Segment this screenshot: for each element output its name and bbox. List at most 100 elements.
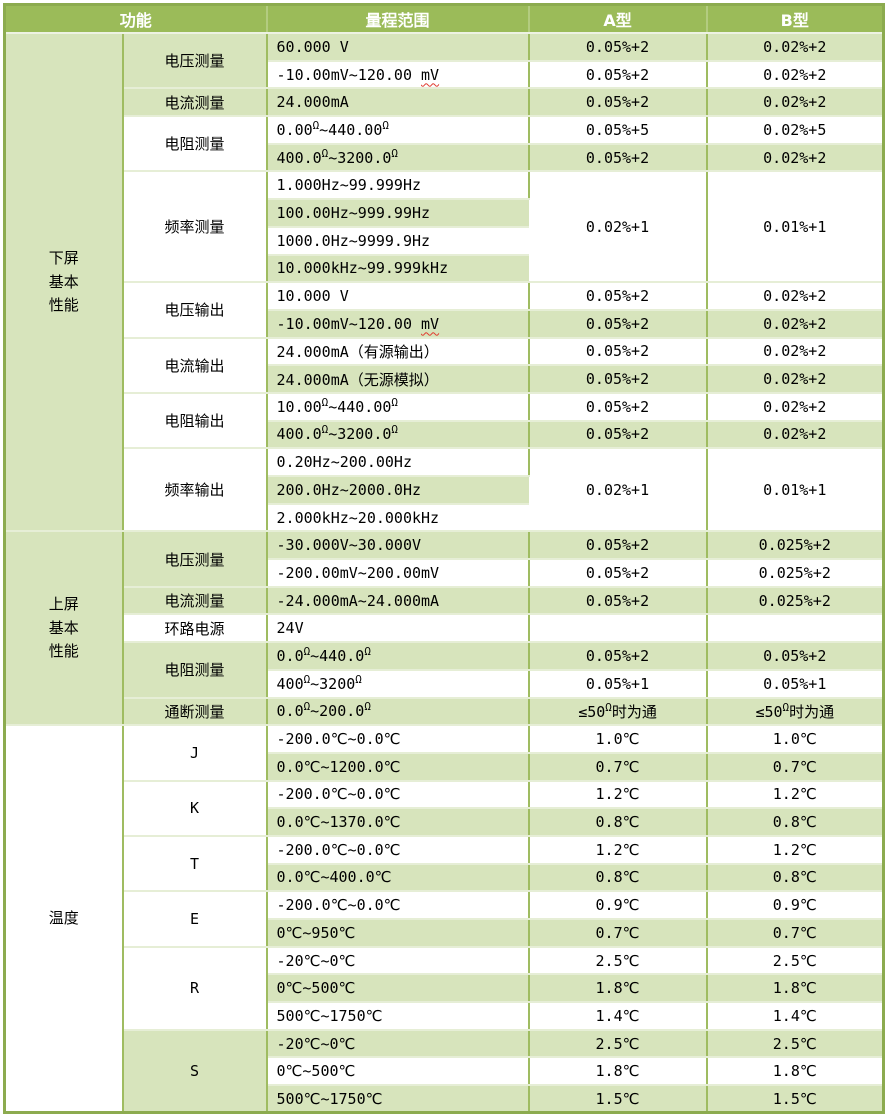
- accuracy-a-cell: 0.7℃: [528, 752, 708, 782]
- table-row: -10.00mV~120.00 mV 0.05%+2 0.02%+2: [5, 309, 884, 339]
- table-row: 0.0℃~1370.0℃ 0.8℃ 0.8℃: [5, 808, 884, 837]
- accuracy-b-cell: 0.9℃: [706, 891, 884, 920]
- accuracy-b-cell: 2.5℃: [706, 946, 884, 976]
- table-row: -200.00mV~200.00mV 0.05%+2 0.025%+2: [5, 559, 884, 588]
- spec-table: 功能 量程范围 A型 B型 下屏 基本 性能 电压测量 60.000 V 0.05%+…: [3, 3, 886, 1115]
- accuracy-b-cell: 1.2℃: [706, 780, 884, 810]
- table-row: 频率测量 1.000Hz~99.999Hz 0.02%+1 0.01%+1: [5, 171, 884, 284]
- table-row: 0℃~500℃ 1.8℃ 1.8℃: [5, 1057, 884, 1087]
- function-cell: E: [122, 891, 268, 948]
- accuracy-b-cell: 0.02%+2: [706, 392, 884, 422]
- range-cell: -200.00mV~200.00mV: [266, 559, 530, 588]
- ohm-superscript: Ω: [382, 118, 389, 132]
- spec-table-body: 下屏 基本 性能 电压测量 60.000 V 0.05%+2 0.02%+2 -10.00…: [4, 33, 884, 1114]
- table-row: 电流测量 24.000mA 0.05%+2 0.02%+2: [5, 88, 884, 118]
- accuracy-b-cell: 1.8℃: [706, 974, 884, 1004]
- accuracy-a-cell: 0.9℃: [528, 891, 708, 920]
- ohm-superscript: Ω: [321, 423, 329, 437]
- function-cell: K: [122, 780, 268, 837]
- range-cell: -10.00mV~120.00 mV: [266, 60, 530, 90]
- accuracy-a-cell: ≤50Ω时为通: [528, 697, 708, 727]
- accuracy-a-cell: 0.05%+2: [528, 282, 708, 311]
- accuracy-b-cell: 0.01%+1: [706, 448, 884, 533]
- range-cell: 0.0Ω~200.0Ω: [266, 697, 530, 727]
- range-cell: 0℃~500℃: [266, 974, 530, 1004]
- accuracy-a-cell: 1.4℃: [528, 1002, 708, 1031]
- group-cell: 上屏 基本 性能: [4, 531, 124, 727]
- table-row: 电流输出 24.000mA（有源输出） 0.05%+2 0.02%+2: [5, 337, 884, 394]
- range-cell: 60.000 V: [266, 33, 530, 62]
- function-cell: 电流测量: [122, 586, 268, 616]
- range-cell: 0℃~950℃: [266, 919, 530, 948]
- accuracy-a-cell: 0.05%+2: [528, 88, 708, 118]
- range-cell: 0.0℃~1370.0℃: [266, 808, 530, 837]
- header-col-type-a: A型: [528, 4, 708, 34]
- range-cell: 1.000Hz~99.999Hz: [266, 171, 530, 201]
- table-row: 400.0Ω~3200.0Ω 0.05%+2 0.02%+2: [5, 143, 884, 173]
- accuracy-a-cell: [528, 614, 708, 644]
- header-row: 功能 量程范围 A型 B型: [4, 4, 884, 34]
- table-row: 400Ω~3200Ω 0.05%+1 0.05%+1: [5, 669, 884, 699]
- function-cell: 通断测量: [122, 697, 268, 727]
- accuracy-b-cell: 0.02%+2: [706, 33, 884, 62]
- range-cell: 10.000 V: [266, 282, 530, 311]
- accuracy-a-cell: 1.8℃: [528, 1057, 708, 1087]
- range-cell: 1000.0Hz~9999.9Hz: [266, 226, 529, 256]
- ohm-superscript: Ω: [303, 700, 311, 714]
- range-cell: 500℃~1750℃: [266, 1085, 530, 1114]
- table-row: 500℃~1750℃ 1.5℃ 1.5℃: [5, 1085, 884, 1114]
- range-cell: -200.0℃~0.0℃: [266, 835, 530, 865]
- accuracy-b-cell: 1.8℃: [706, 1057, 884, 1087]
- accuracy-b-cell: 0.02%+2: [706, 420, 884, 450]
- accuracy-b-cell: 0.02%+2: [706, 60, 884, 90]
- range-cell: 100.00Hz~999.99Hz: [266, 199, 529, 228]
- range-cell: 24.000mA（无源模拟）: [266, 365, 530, 394]
- accuracy-b-cell: 0.7℃: [706, 752, 884, 782]
- accuracy-b-cell: 0.025%+2: [706, 586, 884, 616]
- accuracy-b-cell: 0.7℃: [706, 919, 884, 948]
- accuracy-a-cell: 0.05%+2: [528, 365, 708, 394]
- header-col-function: 功能: [4, 4, 268, 34]
- accuracy-b-cell: 0.02%+2: [706, 365, 884, 394]
- accuracy-b-cell: 1.2℃: [706, 835, 884, 865]
- range-cell: 24V: [266, 614, 530, 644]
- table-row: 上屏 基本 性能 电压测量 -30.000V~30.000V 0.05%+2 0.025…: [4, 531, 884, 727]
- ohm-superscript: Ω: [782, 700, 790, 714]
- range-cell: 400.0Ω~3200.0Ω: [266, 420, 530, 450]
- range-cell: -200.0℃~0.0℃: [266, 780, 530, 810]
- range-cell: -20℃~0℃: [266, 1029, 530, 1059]
- function-cell: R: [122, 946, 268, 1031]
- table-row: 环路电源 24V: [5, 614, 884, 644]
- accuracy-a-cell: 0.8℃: [528, 863, 708, 893]
- function-cell: 电压测量: [122, 33, 268, 90]
- range-cell: 10.000kHz~99.999kHz: [266, 254, 529, 284]
- spellcheck-underline: mV: [421, 65, 440, 84]
- range-cell: -200.0℃~0.0℃: [266, 725, 530, 754]
- accuracy-a-cell: 0.05%+2: [528, 33, 708, 62]
- range-cell: -10.00mV~120.00 mV: [266, 309, 530, 339]
- function-cell: 电流输出: [122, 337, 268, 394]
- range-cell: 0℃~500℃: [266, 1057, 530, 1087]
- function-cell: 频率测量: [122, 171, 268, 284]
- ohm-superscript: Ω: [312, 118, 320, 132]
- ohm-superscript: Ω: [321, 395, 329, 409]
- accuracy-a-cell: 0.7℃: [528, 919, 708, 948]
- accuracy-a-cell: 2.5℃: [528, 946, 708, 976]
- table-row: 24.000mA（无源模拟） 0.05%+2 0.02%+2: [5, 365, 884, 394]
- accuracy-a-cell: 0.05%+2: [528, 559, 708, 588]
- accuracy-b-cell: ≤50Ω时为通: [706, 697, 884, 727]
- table-row: 电阻输出 10.00Ω~440.00Ω 0.05%+2 0.02%+2: [5, 392, 884, 450]
- ohm-superscript: Ω: [605, 700, 612, 714]
- table-row: 温度 J -200.0℃~0.0℃ 1.0℃ 1.0℃: [4, 725, 884, 1114]
- table-row: R -20℃~0℃ 2.5℃ 2.5℃: [5, 946, 884, 1031]
- range-cell: 200.0Hz~2000.0Hz: [266, 476, 529, 505]
- ohm-superscript: Ω: [355, 672, 362, 686]
- function-cell: 电阻测量: [122, 116, 268, 173]
- ohm-superscript: Ω: [321, 146, 329, 160]
- function-cell: 频率输出: [122, 448, 268, 533]
- group-cell: 温度: [4, 725, 124, 1114]
- function-cell: S: [122, 1029, 268, 1114]
- range-cell: 24.000mA: [266, 88, 530, 118]
- table-row: 200.0Hz~2000.0Hz: [5, 476, 884, 505]
